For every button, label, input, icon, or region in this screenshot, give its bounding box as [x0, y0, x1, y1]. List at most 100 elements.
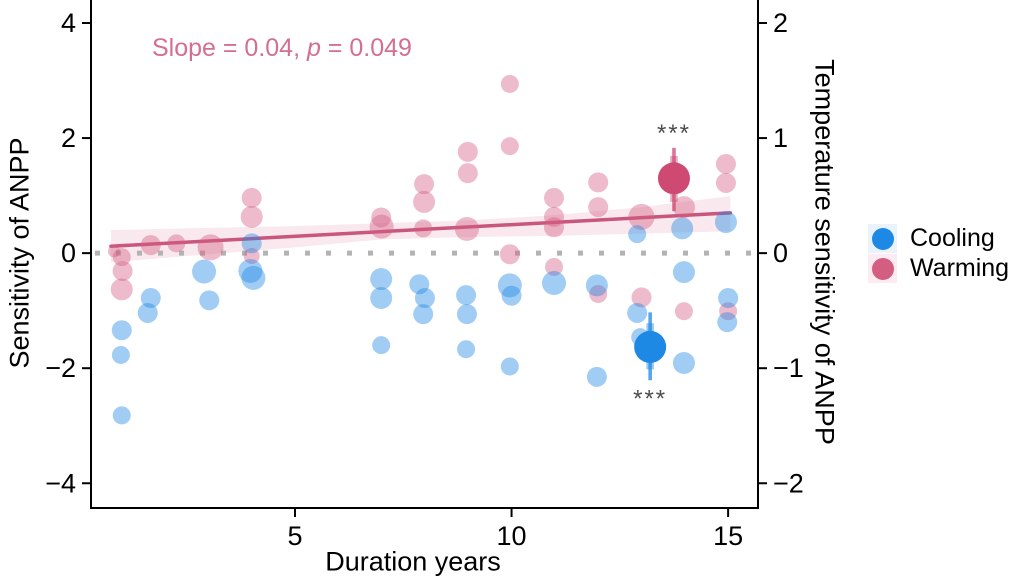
- cooling-point: [714, 211, 737, 234]
- cooling-point: [718, 288, 739, 309]
- legend-key-cooling: [868, 224, 897, 253]
- right-axis-tick-label: 2: [773, 8, 788, 38]
- legend-item-cooling: Cooling: [868, 224, 1009, 253]
- slope-annotation-prefix: Slope = 0.04,: [152, 34, 307, 62]
- warming-point: [588, 197, 609, 218]
- cooling-point: [586, 366, 607, 387]
- cooling-point: [717, 312, 738, 333]
- cooling-point: [671, 217, 694, 240]
- warming-point-icon: [871, 257, 894, 280]
- left-axis-tick-label: 2: [61, 123, 76, 153]
- cooling-point: [199, 290, 220, 311]
- right-axis-tick-label: −1: [773, 353, 804, 383]
- warming-point: [369, 214, 394, 239]
- cooling-point: [457, 340, 476, 359]
- warming-point: [414, 174, 435, 195]
- warming-point: [672, 196, 695, 219]
- warming-point: [628, 203, 655, 230]
- regression-line: [109, 211, 733, 248]
- warming-point: [715, 172, 736, 193]
- warming-point: [240, 205, 263, 228]
- warming-point: [371, 207, 392, 228]
- warming-point: [110, 278, 133, 301]
- warming-point: [140, 235, 161, 256]
- legend-item-warming: Warming: [868, 254, 1009, 283]
- cooling-point: [111, 320, 132, 341]
- warming-point: [457, 163, 478, 184]
- cooling-point: [414, 288, 435, 309]
- warming-point: [243, 248, 260, 265]
- legend-label-warming: Warming: [910, 254, 1010, 282]
- legend: Cooling Warming: [868, 224, 1009, 284]
- warming-point: [588, 172, 609, 193]
- warming-point: [197, 234, 224, 261]
- cooling-point-icon: [871, 227, 894, 250]
- cooling-significance-stars: ***: [633, 385, 667, 412]
- cooling-point: [370, 287, 393, 310]
- left-axis-tick-label: −4: [45, 468, 76, 498]
- warming-point: [631, 287, 652, 308]
- warming-point: [715, 153, 736, 174]
- warming-point: [589, 284, 608, 303]
- right-axis-tick-label: −2: [773, 468, 804, 498]
- cooling-point: [192, 259, 217, 284]
- warming-point: [112, 260, 133, 281]
- warming-point: [241, 187, 262, 208]
- cooling-point: [238, 258, 263, 283]
- warming-summary-point: [657, 162, 690, 195]
- cooling-point: [137, 302, 158, 323]
- cooling-point: [140, 288, 161, 309]
- warming-point: [112, 248, 131, 267]
- warming-point: [544, 187, 565, 208]
- warming-significance-stars: ***: [657, 120, 691, 147]
- warming-point: [414, 219, 433, 238]
- cooling-point: [112, 406, 131, 425]
- warming-point: [544, 217, 565, 238]
- legend-label-cooling: Cooling: [910, 224, 995, 252]
- warming-point: [500, 74, 519, 93]
- cooling-summary-point: [634, 330, 667, 363]
- cooling-point: [585, 274, 608, 297]
- warming-point: [500, 137, 519, 156]
- slope-annotation-suffix: = 0.049: [320, 34, 412, 62]
- left-axis-tick-label: 4: [61, 8, 76, 38]
- cooling-point: [497, 273, 522, 298]
- warming-point: [674, 302, 693, 321]
- x-axis-tick-label: 10: [497, 521, 527, 551]
- cooling-point: [500, 357, 519, 376]
- cooling-point: [456, 304, 477, 325]
- warming-point: [719, 302, 738, 321]
- warming-point: [454, 216, 479, 241]
- warming-point: [544, 206, 565, 227]
- x-axis-title: Duration years: [325, 546, 501, 577]
- cooling-point: [409, 274, 430, 295]
- slope-annotation: Slope = 0.04, p = 0.049: [152, 34, 412, 63]
- warming-point: [545, 257, 564, 276]
- x-axis-tick-label: 15: [713, 521, 743, 551]
- warming-point: [107, 245, 120, 258]
- cooling-point: [628, 225, 647, 244]
- cooling-point: [456, 285, 477, 306]
- legend-key-warming: [868, 254, 897, 283]
- cooling-point: [542, 271, 567, 296]
- right-axis-tick-label: 0: [773, 238, 788, 268]
- cooling-point: [672, 352, 695, 375]
- cooling-point: [111, 345, 130, 364]
- warming-point: [167, 234, 186, 253]
- right-axis-tick-label: 1: [773, 123, 788, 153]
- cooling-point: [501, 285, 522, 306]
- warming-point: [457, 141, 478, 162]
- cooling-point: [627, 302, 648, 323]
- cooling-point: [241, 265, 266, 290]
- warming-point: [499, 244, 520, 265]
- x-axis-tick-label: 5: [287, 521, 302, 551]
- left-y-axis-title: Sensitivity of ANPP: [4, 137, 35, 369]
- warming-point: [413, 190, 436, 213]
- cooling-point: [413, 304, 434, 325]
- cooling-point: [370, 268, 393, 291]
- slope-annotation-p-symbol: p: [306, 34, 321, 62]
- left-axis-tick-label: −2: [45, 353, 76, 383]
- right-y-axis-title: Temperature sensitivity of ANPP: [809, 59, 840, 445]
